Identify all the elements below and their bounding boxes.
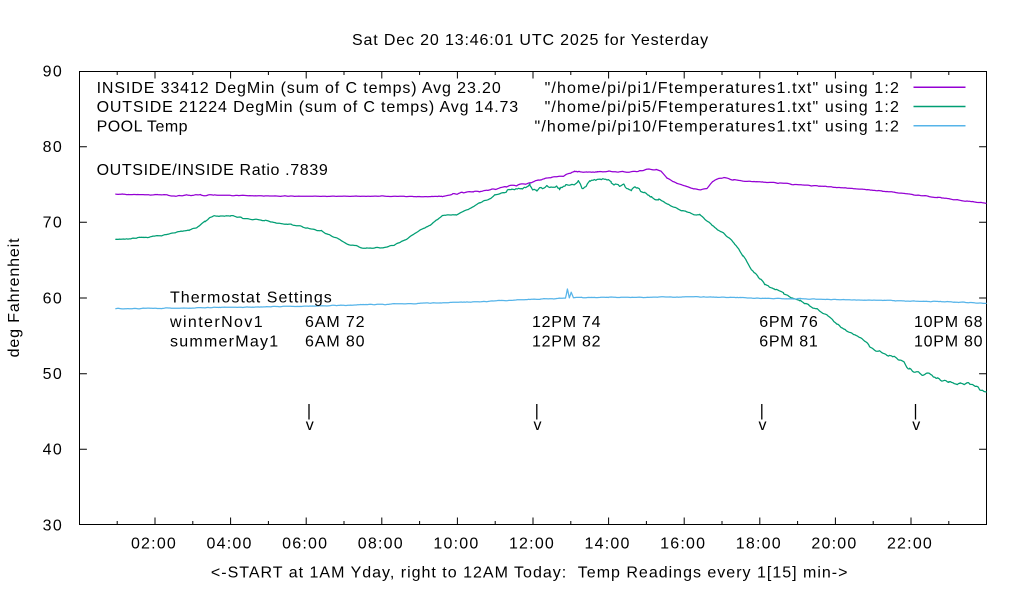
svg-text:22:00: 22:00: [887, 536, 933, 553]
svg-text:80: 80: [43, 139, 63, 156]
svg-text:6PM 76: 6PM 76: [759, 314, 818, 331]
svg-text:16:00: 16:00: [660, 536, 706, 553]
svg-text:INSIDE 33412 DegMin (sum of C: INSIDE 33412 DegMin (sum of C temps) Avg…: [97, 80, 502, 97]
svg-text:v: v: [534, 417, 542, 434]
svg-text:14:00: 14:00: [585, 536, 631, 553]
svg-text:04:00: 04:00: [207, 536, 253, 553]
svg-text:12PM 82: 12PM 82: [532, 333, 601, 350]
svg-text:OUTSIDE/INSIDE Ratio .7839: OUTSIDE/INSIDE Ratio .7839: [97, 162, 329, 179]
svg-text:30: 30: [43, 517, 63, 534]
svg-text:08:00: 08:00: [358, 536, 404, 553]
svg-text:<-START at 1AM Yday, right to: <-START at 1AM Yday, right to 12AM Today…: [211, 564, 849, 581]
svg-text:v: v: [759, 417, 767, 434]
svg-text:winterNov1: winterNov1: [169, 314, 264, 331]
svg-text:10:00: 10:00: [433, 536, 479, 553]
svg-text:v: v: [912, 417, 920, 434]
svg-text:6AM 72: 6AM 72: [305, 314, 365, 331]
svg-text:Sat Dec 20 13:46:01 UTC 2025 f: Sat Dec 20 13:46:01 UTC 2025 for Yesterd…: [352, 32, 709, 49]
svg-text:OUTSIDE 21224 DegMin (sum of C: OUTSIDE 21224 DegMin (sum of C temps) Av…: [97, 99, 519, 116]
svg-text:10PM 80: 10PM 80: [914, 333, 983, 350]
svg-text:deg Fahrenheit: deg Fahrenheit: [6, 238, 23, 358]
svg-text:10PM 68: 10PM 68: [914, 314, 983, 331]
svg-text:06:00: 06:00: [282, 536, 328, 553]
svg-text:18:00: 18:00: [736, 536, 782, 553]
svg-text:90: 90: [43, 63, 63, 80]
svg-text:40: 40: [43, 442, 63, 459]
svg-text:20:00: 20:00: [811, 536, 857, 553]
svg-text:POOL Temp: POOL Temp: [97, 118, 188, 135]
svg-text:02:00: 02:00: [131, 536, 177, 553]
svg-text:"/home/pi/pi10/Ftemperatures1.: "/home/pi/pi10/Ftemperatures1.txt" using…: [535, 118, 900, 135]
svg-text:12PM 74: 12PM 74: [532, 314, 601, 331]
svg-text:Thermostat Settings: Thermostat Settings: [170, 289, 333, 306]
svg-text:12:00: 12:00: [509, 536, 555, 553]
svg-text:50: 50: [43, 366, 63, 383]
svg-text:70: 70: [43, 215, 63, 232]
svg-text:summerMay1: summerMay1: [170, 333, 279, 350]
svg-text:6PM 81: 6PM 81: [759, 333, 818, 350]
svg-text:60: 60: [43, 290, 63, 307]
svg-text:v: v: [306, 417, 314, 434]
svg-text:"/home/pi/pi1/Ftemperatures1.t: "/home/pi/pi1/Ftemperatures1.txt" using …: [545, 80, 900, 97]
svg-text:6AM 80: 6AM 80: [305, 333, 365, 350]
svg-text:"/home/pi/pi5/Ftemperatures1.t: "/home/pi/pi5/Ftemperatures1.txt" using …: [545, 99, 900, 116]
